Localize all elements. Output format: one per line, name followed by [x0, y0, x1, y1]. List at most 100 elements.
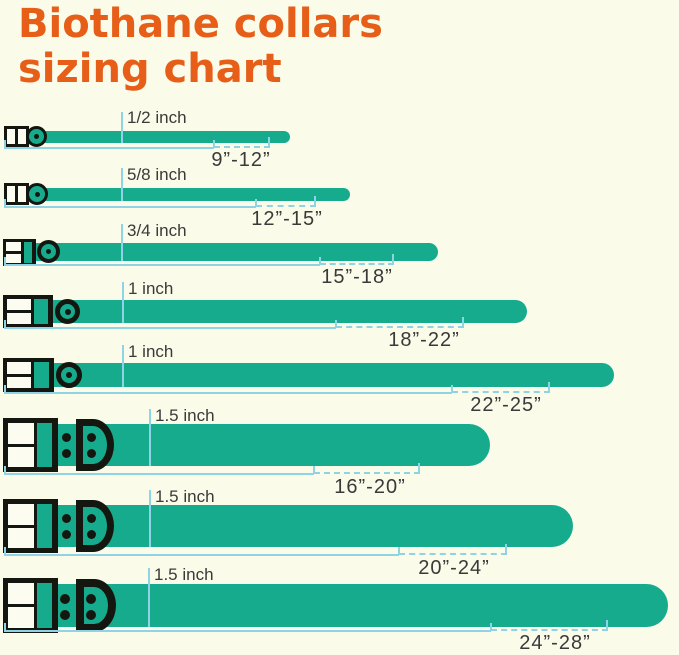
size-range-label: 22”-25”: [470, 394, 542, 416]
length-line-tick: [4, 257, 6, 264]
buckle-ring: [55, 299, 80, 324]
size-range-tick: [505, 544, 507, 554]
buckle-window: [8, 504, 34, 548]
rivets: [62, 433, 96, 458]
length-line: [4, 554, 399, 556]
adjustment-holes: [255, 193, 315, 196]
collar-strap: [30, 505, 573, 547]
length-line: [4, 147, 214, 149]
buckle-strap-through: [34, 362, 49, 388]
buckle: [3, 295, 53, 328]
buckle-window: [7, 299, 31, 324]
width-label: 1.5 inch: [154, 565, 214, 584]
adjustment-holes: [490, 602, 606, 607]
width-label: 3/4 inch: [127, 221, 187, 240]
buckle-ring: [26, 183, 48, 205]
d-ring: [76, 419, 114, 471]
width-label: 1 inch: [128, 279, 174, 298]
buckle-ring: [56, 362, 82, 388]
rivet: [62, 449, 71, 458]
width-tick: [121, 112, 123, 143]
buckle: [3, 358, 54, 392]
size-range-dashes: [314, 472, 420, 474]
collar-strap: [26, 300, 527, 323]
length-line-tick: [398, 547, 400, 554]
rivet: [86, 594, 96, 604]
adjustment-holes: [313, 443, 419, 448]
size-range-label: 15”-18”: [321, 266, 393, 288]
buckle: [4, 183, 29, 205]
size-range-dashes: [320, 263, 394, 265]
size-range-label: 20”-24”: [418, 557, 490, 579]
rivets: [60, 594, 96, 620]
size-range-dashes: [491, 629, 608, 631]
size-range-dashes: [452, 391, 550, 393]
rivet: [87, 514, 96, 523]
collar-strap: [26, 363, 614, 387]
adjustment-holes: [320, 250, 392, 254]
width-tick: [149, 409, 151, 466]
adjustment-holes: [398, 524, 506, 529]
size-range-tick: [314, 196, 316, 206]
page-title-line2: sizing chart: [18, 46, 282, 92]
rivet: [60, 594, 70, 604]
buckle: [3, 499, 58, 553]
size-range-dashes: [336, 326, 464, 328]
width-label: 5/8 inch: [127, 165, 187, 184]
length-line-tick: [335, 320, 337, 327]
width-tick: [122, 345, 124, 387]
buckle: [3, 578, 58, 633]
length-line-tick: [4, 547, 6, 554]
length-line-tick: [490, 623, 492, 630]
size-range-tick: [548, 382, 550, 392]
adjustment-holes: [215, 135, 269, 138]
size-range-dashes: [214, 146, 270, 148]
size-range-dashes: [399, 553, 507, 555]
buckle: [3, 418, 58, 472]
size-range-tick: [392, 254, 394, 264]
length-line-tick: [319, 257, 321, 264]
buckle-ring: [26, 126, 47, 147]
width-tick: [148, 568, 150, 627]
buckle-strap-through: [37, 423, 52, 467]
buckle-strap-through: [34, 299, 48, 324]
width-label: 1/2 inch: [127, 108, 187, 127]
length-line-tick: [213, 140, 215, 147]
buckle-strap-through: [24, 242, 32, 263]
size-range-tick: [462, 317, 464, 327]
buckle: [3, 239, 36, 266]
length-line-tick: [255, 199, 257, 206]
buckle-window: [8, 583, 34, 628]
rivet: [86, 610, 96, 620]
size-range-tick: [268, 137, 270, 147]
adjustment-holes: [363, 309, 465, 313]
length-line-tick: [4, 466, 6, 473]
length-line: [4, 327, 336, 329]
page-title-line1: Biothane collars: [18, 1, 383, 47]
width-tick: [122, 282, 124, 323]
length-line: [4, 206, 256, 208]
d-ring: [76, 579, 116, 632]
length-line-tick: [451, 385, 453, 392]
length-line-tick: [4, 385, 6, 392]
size-range-tick: [606, 620, 608, 630]
buckle-strap-through: [37, 583, 52, 628]
size-range-label: 18”-22”: [388, 329, 460, 351]
size-range-label: 16”-20”: [334, 476, 406, 498]
collar-strap: [18, 188, 350, 201]
length-line: [4, 630, 491, 632]
width-label: 1.5 inch: [155, 406, 215, 425]
rivet: [62, 514, 71, 523]
rivets: [62, 514, 96, 539]
length-line-tick: [4, 140, 6, 147]
rivet: [87, 433, 96, 442]
length-line-tick: [313, 466, 315, 473]
length-line: [4, 264, 320, 266]
buckle-window: [7, 186, 26, 202]
buckle-window: [6, 242, 21, 263]
rivet: [87, 530, 96, 539]
width-tick: [121, 168, 123, 201]
width-label: 1.5 inch: [155, 487, 215, 506]
length-line-tick: [4, 320, 6, 327]
